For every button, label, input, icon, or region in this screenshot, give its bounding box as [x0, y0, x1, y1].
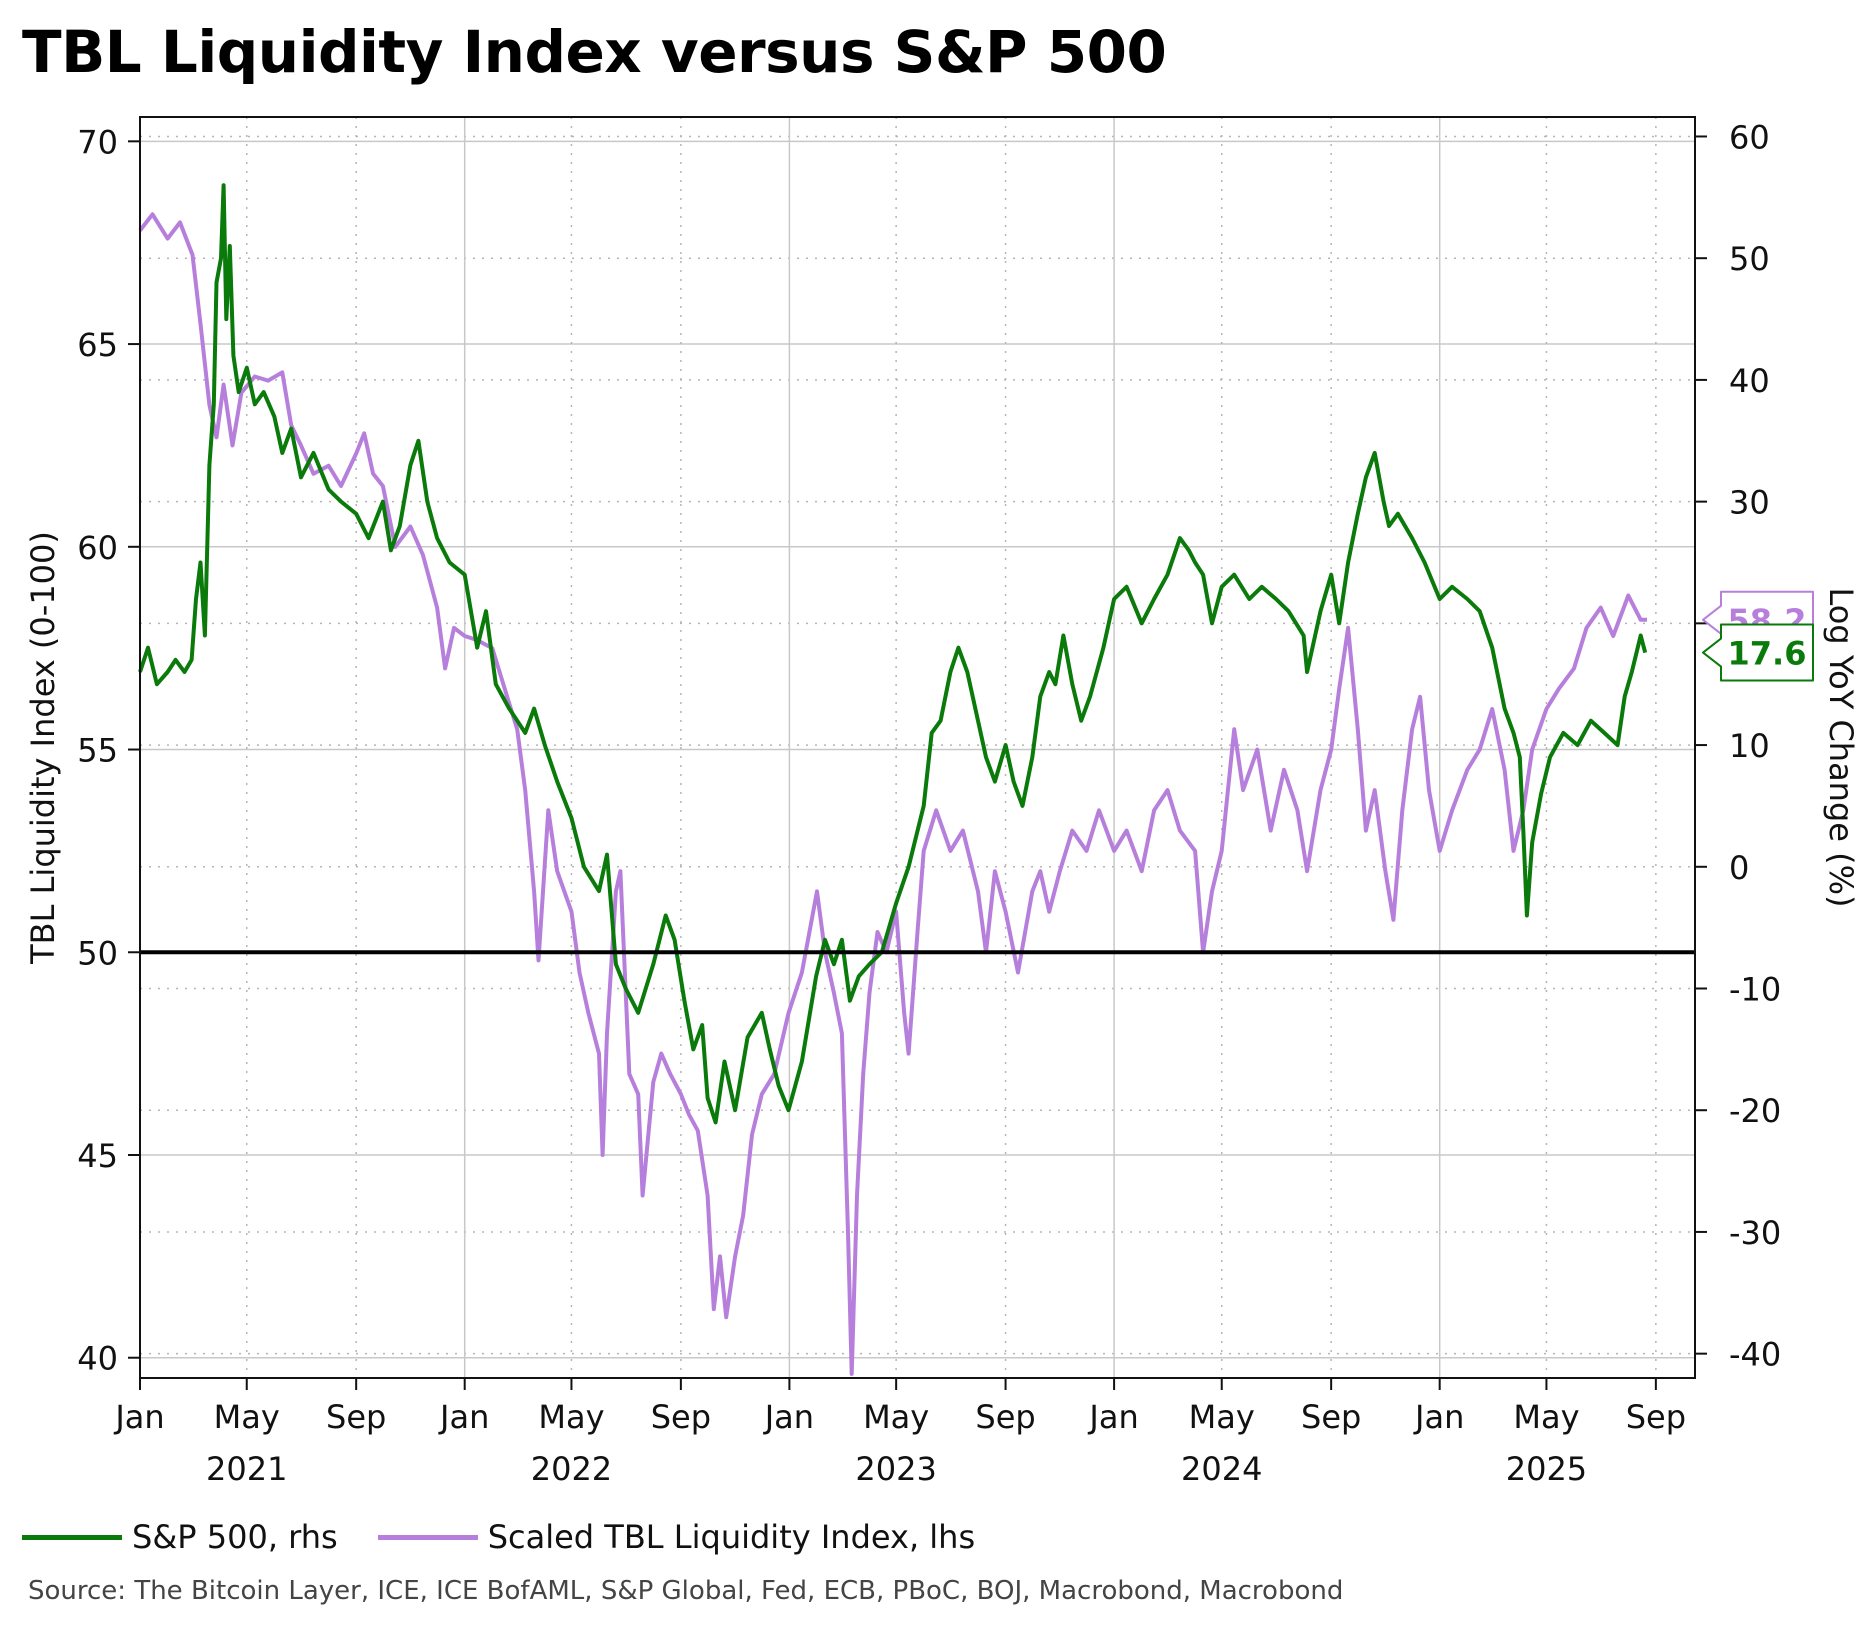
legend-item-tbl[interactable]: Scaled TBL Liquidity Index, lhs [377, 1518, 976, 1556]
y-left-tick-label: 65 [77, 326, 118, 364]
y-left-tick-label: 45 [77, 1137, 118, 1175]
y-left-tick-label: 60 [77, 529, 118, 567]
x-year-label: 2025 [1506, 1450, 1587, 1488]
y-right-tick-label: 0 [1729, 849, 1749, 887]
y-right-tick-label: -30 [1729, 1214, 1781, 1252]
legend-swatch-sp500 [22, 1534, 122, 1540]
series-line-tbl [138, 212, 1647, 1376]
last-value-sp500-tag [1702, 623, 1814, 682]
source-note: Source: The Bitcoin Layer, ICE, ICE BofA… [28, 1576, 1344, 1606]
legend-label-tbl: Scaled TBL Liquidity Index, lhs [487, 1518, 976, 1556]
x-year-label: 2022 [531, 1450, 612, 1488]
x-year-label: 2024 [1181, 1450, 1262, 1488]
y-right-tick-label: 30 [1729, 484, 1770, 522]
label-layer: 40455055606570-40-30-20-100102030405060J… [24, 118, 1860, 1488]
y-left-tick-label: 55 [77, 732, 118, 770]
x-year-label: 2023 [855, 1450, 936, 1488]
y-right-tick-label: -20 [1729, 1092, 1781, 1130]
y-right-tick-label: -10 [1729, 971, 1781, 1009]
last-value-sp500-value: 17.6 [1728, 635, 1807, 673]
x-month-label: Jan [1087, 1398, 1138, 1436]
x-month-label: Jan [763, 1398, 814, 1436]
series-line-sp500 [138, 183, 1648, 1125]
plot-frame [139, 116, 1696, 1379]
y-left-tick-label: 70 [77, 123, 118, 161]
y-right-tick-label: 10 [1729, 727, 1770, 765]
x-month-label: Jan [1413, 1398, 1464, 1436]
x-month-label: Sep [1301, 1398, 1361, 1436]
x-month-label: May [1513, 1398, 1579, 1436]
grid-layer [139, 117, 1695, 1378]
legend-swatch-tbl [377, 1534, 478, 1540]
x-month-label: May [538, 1398, 604, 1436]
y-left-tick-label: 40 [77, 1340, 118, 1378]
y-left-axis-title: TBL Liquidity Index (0-100) [24, 531, 62, 965]
y-right-axis-title: Log YoY Change (%) [1822, 588, 1860, 908]
x-month-label: Sep [651, 1398, 711, 1436]
legend-item-sp500[interactable]: S&P 500, rhs [22, 1518, 338, 1556]
y-right-tick-label: 60 [1729, 118, 1770, 156]
legend-label-sp500: S&P 500, rhs [132, 1518, 338, 1556]
x-month-label: May [214, 1398, 280, 1436]
legend: S&P 500, rhs Scaled TBL Liquidity Index,… [22, 1518, 1015, 1556]
axis-layer [128, 135, 1707, 1390]
x-month-label: Sep [1626, 1398, 1686, 1436]
y-left-tick-label: 50 [77, 934, 118, 972]
y-right-tick-label: -40 [1729, 1336, 1781, 1374]
y-right-tick-label: 40 [1729, 362, 1770, 400]
x-month-label: Jan [438, 1398, 489, 1436]
y-right-tick-label: 50 [1729, 240, 1770, 278]
x-year-label: 2021 [206, 1450, 287, 1488]
series-layer [138, 183, 1695, 1376]
x-month-label: May [1189, 1398, 1255, 1436]
x-month-label: Sep [326, 1398, 386, 1436]
x-month-label: May [863, 1398, 929, 1436]
x-month-label: Sep [975, 1398, 1035, 1436]
chart-title: TBL Liquidity Index versus S&P 500 [22, 18, 1167, 86]
x-month-label: Jan [113, 1398, 164, 1436]
